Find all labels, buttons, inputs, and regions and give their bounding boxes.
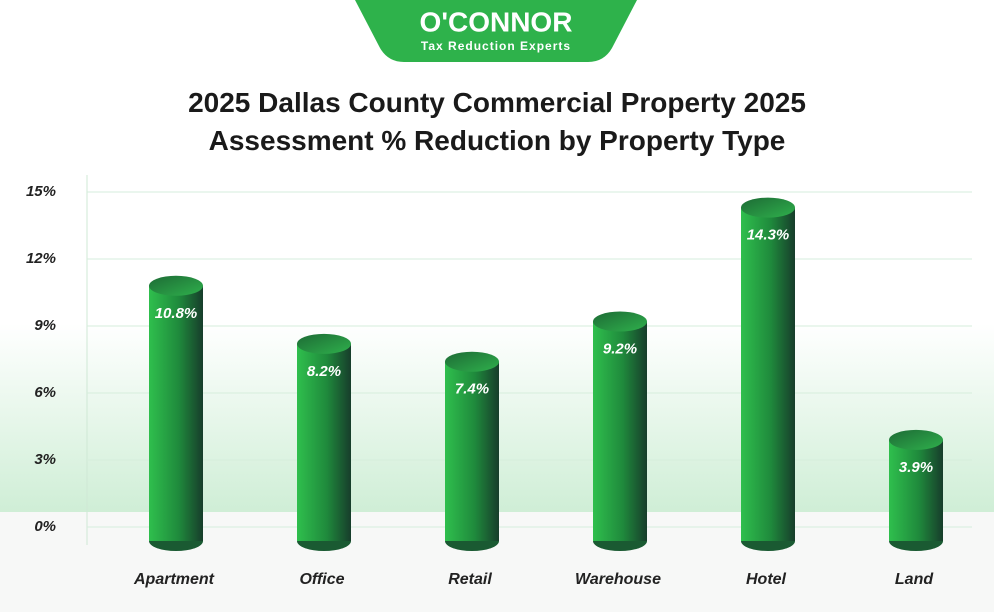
value-label: 3.9% — [899, 459, 933, 476]
x-tick-label: Land — [895, 571, 934, 588]
bar — [741, 207, 795, 541]
x-tick-label: Warehouse — [575, 571, 661, 588]
bar-cap — [741, 197, 795, 218]
bar-cap — [445, 351, 499, 372]
y-tick-label: 9% — [34, 317, 56, 334]
logo-badge — [355, 0, 637, 62]
logo-name: O'CONNOR — [420, 6, 573, 37]
value-label: 10.8% — [155, 305, 198, 322]
bar — [297, 343, 351, 541]
value-label: 14.3% — [747, 227, 790, 244]
bar-cap — [297, 333, 351, 354]
x-tick-label: Office — [299, 571, 344, 588]
bar — [149, 285, 203, 541]
logo-tagline: Tax Reduction Experts — [421, 39, 571, 53]
y-tick-label: 0% — [34, 518, 56, 535]
y-tick-label: 3% — [34, 451, 56, 468]
chart-title: 2025 Dallas County Commercial Property 2… — [188, 87, 806, 156]
bar-cap — [889, 429, 943, 450]
value-label: 7.4% — [455, 381, 489, 398]
bar-cap — [149, 275, 203, 296]
x-tick-label: Hotel — [746, 571, 787, 588]
bar — [593, 321, 647, 541]
x-tick-label: Retail — [448, 571, 492, 588]
bar — [889, 439, 943, 541]
y-tick-label: 15% — [26, 183, 56, 200]
y-tick-label: 6% — [34, 384, 56, 401]
value-label: 8.2% — [307, 363, 341, 380]
y-tick-label: 12% — [26, 250, 56, 267]
value-label: 9.2% — [603, 341, 637, 358]
bar — [445, 361, 499, 541]
bar-cap — [593, 311, 647, 332]
x-tick-label: Apartment — [133, 571, 215, 588]
